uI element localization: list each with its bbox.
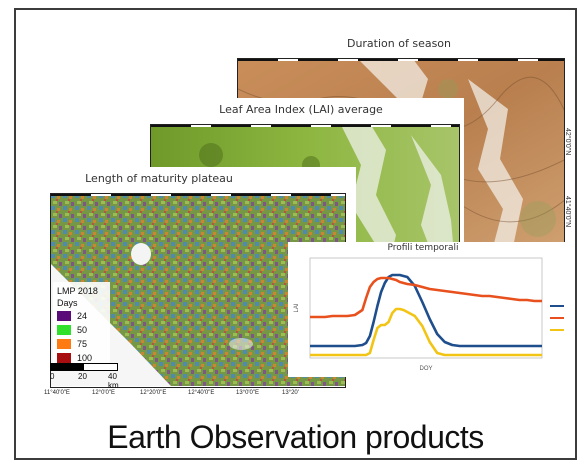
map-frame-ticks [151, 125, 459, 127]
map-frame-ticks [238, 59, 564, 61]
legend-swatch [57, 353, 71, 363]
lai-map-title: Leaf Area Index (LAI) average [219, 103, 383, 116]
lon-label: 13°20' [282, 390, 299, 396]
chart-title: Profili temporali [387, 243, 459, 253]
legend-subtitle: Days [57, 298, 78, 308]
temporal-profiles-chart: Profili temporali DOY LAI [288, 242, 575, 377]
legend-item: 50 [57, 323, 107, 337]
series-line-2 [310, 276, 542, 319]
plot-area-frame [309, 257, 543, 359]
lat-label-42: 42°0'0"N [564, 128, 571, 156]
y-axis-label: LAI [294, 303, 300, 312]
lon-label: 13°0'0"E [236, 390, 260, 396]
legend-item-label: 75 [77, 339, 88, 349]
longitude-labels: 11°40'0"E 12°0'0"E 12°20'0"E 12°40'0"E 1… [44, 390, 356, 402]
legend-item: 100 [57, 351, 107, 365]
legend-item-label: 100 [77, 353, 93, 363]
legend-item-label: 50 [77, 325, 88, 335]
legend-item: 24 [57, 309, 107, 323]
chart-svg: DOY LAI [294, 257, 564, 372]
slide-frame: Duration of season [14, 8, 577, 460]
lon-label: 11°40'0"E [44, 390, 70, 396]
scale-label-0: 0 [50, 372, 55, 381]
series-line-3 [310, 307, 542, 357]
map-frame-ticks [51, 194, 345, 196]
legend-swatch [57, 325, 71, 335]
x-axis-label: DOY [419, 366, 432, 372]
lon-label: 12°40'0"E [188, 390, 215, 396]
series-line-1 [310, 273, 542, 348]
scale-label-40: 40 km [108, 372, 119, 390]
legend-item-label: 24 [77, 311, 88, 321]
map-scale-bar: 0 20 40 km [50, 363, 120, 390]
scale-label-20: 20 [78, 372, 87, 381]
lon-label: 12°20'0"E [140, 390, 167, 396]
legend-swatch [57, 339, 71, 349]
maturity-map-title: Length of maturity plateau [85, 172, 233, 185]
slide-caption: Earth Observation products [107, 419, 484, 455]
legend-swatch [57, 311, 71, 321]
scale-labels: 0 20 40 km [50, 371, 120, 390]
maturity-legend: LMP 2018 Days 24 50 75 100 [53, 282, 110, 367]
duration-map-title: Duration of season [346, 37, 452, 50]
legend-item: 75 [57, 337, 107, 351]
scale-bar-graphic [50, 363, 118, 371]
legend-title: LMP 2018 [57, 286, 98, 296]
lon-label: 12°0'0"E [92, 390, 116, 396]
lat-label-41-40: 41°40'0"N [564, 196, 571, 228]
